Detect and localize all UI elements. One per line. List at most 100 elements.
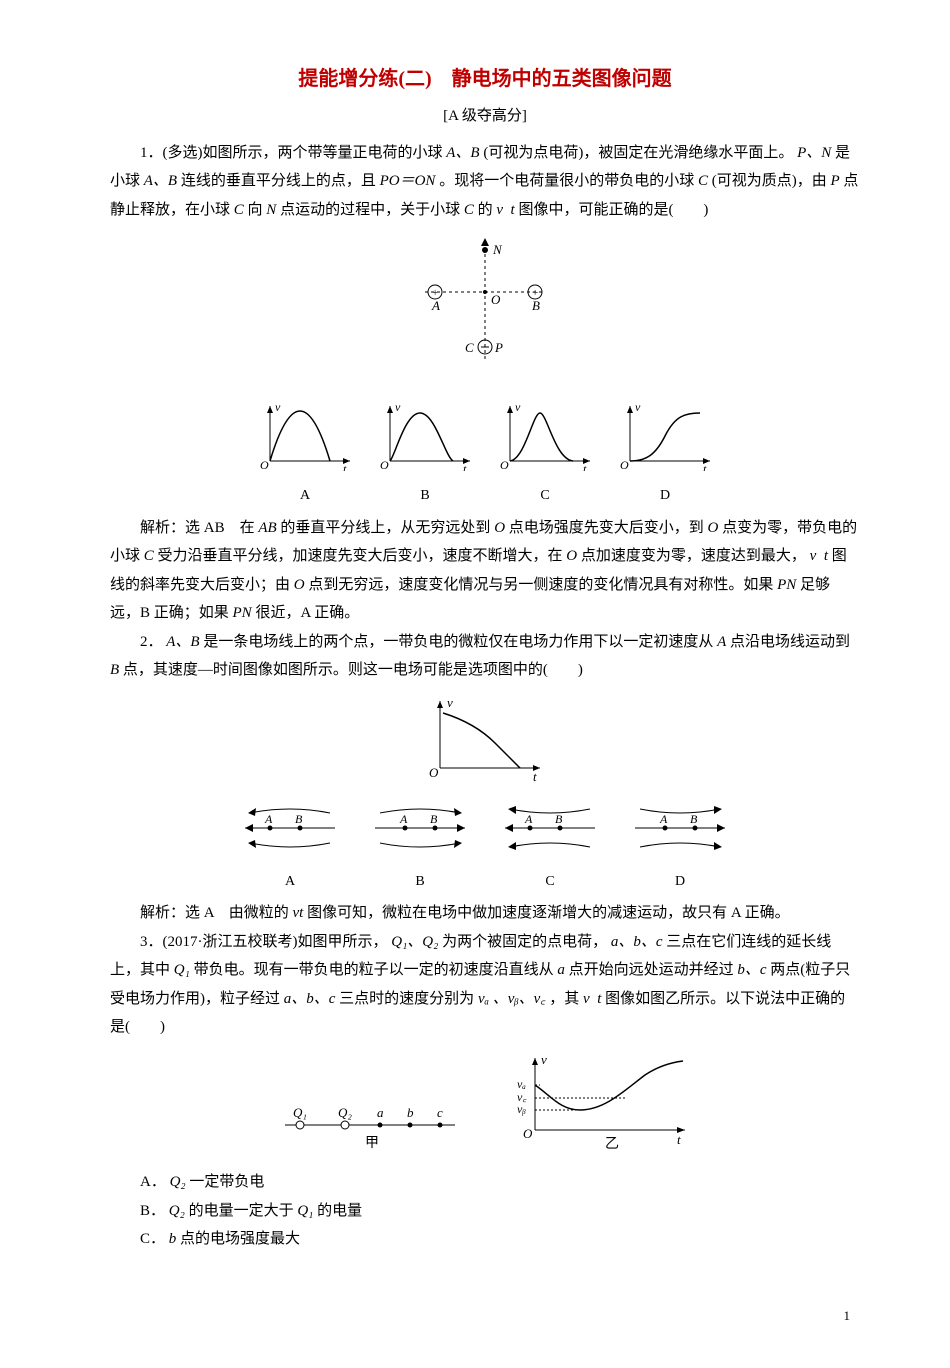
var: O	[708, 520, 719, 536]
opt-label: B	[375, 483, 475, 510]
text: C．	[140, 1231, 165, 1247]
q3-fig-jia: Q₁ Q₂ a b c 甲	[275, 1095, 465, 1161]
var-n: N	[266, 202, 276, 218]
var: v ­ t	[583, 991, 601, 1007]
text: A．	[140, 1174, 166, 1190]
q1-opt-b: O v t B	[375, 401, 475, 510]
var: vₐ 、vᵦ、v꜀	[478, 991, 546, 1007]
var: Q₂	[169, 1203, 185, 1219]
text: 是一条电场线上的两个点，一带负电的微粒仅在电场力作用下以一定初速度从	[203, 634, 713, 650]
q2-opt-c: A B C	[495, 801, 605, 895]
var: C	[144, 548, 154, 564]
level-subtitle: [A 级夺高分]	[110, 102, 860, 131]
q2-stem: 2． A、B 是一条电场线上的两个点，一带负电的微粒仅在电场力作用下以一定初速度…	[110, 628, 860, 685]
text: B．	[140, 1203, 165, 1219]
svg-text:v: v	[541, 1052, 547, 1067]
svg-text:A: A	[264, 812, 273, 826]
field-c: A B	[495, 801, 605, 856]
text: 1．(多选)如图所示，两个带等量正电荷的小球	[140, 145, 443, 161]
text: 带负电。现有一带负电的粒子以一定的初速度沿直线从	[194, 962, 554, 978]
q1-opt-a: O v t A	[255, 401, 355, 510]
page-title: 提能增分练(二) 静电场中的五类图像问题	[110, 60, 860, 98]
var-pn: P、N	[797, 145, 831, 161]
svg-text:O: O	[429, 765, 439, 780]
text: 为两个被固定的点电荷，	[442, 934, 607, 950]
svg-text:O: O	[523, 1126, 533, 1141]
text: 图像可知，微粒在电场中做加速度逐渐增大的减速运动，故只有 A 正确。	[307, 905, 790, 921]
text: 的电量	[317, 1203, 362, 1219]
label-n: N	[492, 242, 503, 257]
q1-figure: N + A + B O C P	[110, 232, 860, 393]
var: O	[566, 548, 577, 564]
q2-vt-graph: O v t	[415, 693, 555, 783]
text: 的垂直平分线上，从无穷远处到	[280, 520, 490, 536]
q2-options: A B A A B B A B	[110, 801, 860, 895]
q2-opt-d: A B D	[625, 801, 735, 895]
text: 解析：选 A 由微粒的	[140, 905, 289, 921]
q2-opt-b: A B B	[365, 801, 475, 895]
text: 受力沿垂直平分线，加速度先变大后变小，速度不断增大，在	[158, 548, 563, 564]
svg-text:c: c	[437, 1105, 443, 1120]
q3-opt-a: A． Q₂ 一定带负电	[110, 1168, 860, 1197]
text: 。现将一个电荷量很小的带负电的小球	[439, 173, 694, 189]
var: Q₁、Q₂	[391, 934, 438, 950]
text: 的	[478, 202, 493, 218]
text: 点到无穷远，速度变化情况与另一侧速度的变化情况具有对称性。如果	[308, 577, 773, 593]
text: (可视为点电荷)，被固定在光滑绝缘水平面上。	[483, 145, 793, 161]
var: A	[717, 634, 726, 650]
text: 点的电场强度最大	[180, 1231, 300, 1247]
svg-text:vₐ: vₐ	[517, 1077, 526, 1091]
text: 图像中，可能正确的是( )	[518, 202, 708, 218]
label-a: A	[431, 298, 440, 313]
text: 解析：选 AB 在	[140, 520, 255, 536]
text: 的电量一定大于	[189, 1203, 294, 1219]
svg-text:A: A	[399, 812, 408, 826]
opt-label: D	[625, 869, 735, 896]
q2-opt-a: A B A	[235, 801, 345, 895]
field-a: A B	[235, 801, 345, 856]
q1-options: O v t A O v t B O v t C	[110, 401, 860, 510]
svg-text:v: v	[515, 401, 521, 414]
var-vt: v ­ t	[496, 202, 514, 218]
var: a	[557, 962, 565, 978]
svg-text:t: t	[703, 462, 707, 471]
q1-diagram: N + A + B O C P	[385, 232, 585, 382]
var-ab: A、B	[446, 145, 479, 161]
text: 点，其速度—时间图像如图所示。则这一电场可能是选项图中的( )	[123, 662, 583, 678]
svg-text:v: v	[275, 401, 281, 414]
var: Q₂	[170, 1174, 186, 1190]
svg-text:t: t	[583, 462, 587, 471]
q2-analysis: 解析：选 A 由微粒的 v­t 图像可知，微粒在电场中做加速度逐渐增大的减速运动…	[110, 899, 860, 928]
opt-label: C	[495, 869, 605, 896]
svg-text:O: O	[500, 458, 509, 471]
text: ，其	[549, 991, 579, 1007]
svg-text:A: A	[659, 812, 668, 826]
graph-a: O v t	[255, 401, 355, 471]
text: 点运动的过程中，关于小球	[280, 202, 460, 218]
svg-text:O: O	[380, 458, 389, 471]
text: 点开始向远处运动并经过	[569, 962, 734, 978]
opt-label: D	[615, 483, 715, 510]
text: 点沿电场线运动到	[730, 634, 850, 650]
svg-text:v: v	[635, 401, 641, 414]
q2-vt-figure: O v t	[110, 693, 860, 794]
q3-fig-yi: vₐ v꜀ vᵦ O v t 乙	[505, 1050, 695, 1161]
q1-opt-c: O v t C	[495, 401, 595, 510]
text: 一定带负电	[189, 1174, 264, 1190]
var: v ­ t	[810, 548, 828, 564]
var: AB	[258, 520, 276, 536]
text: 点加速度变为零，速度达到最大，	[581, 548, 806, 564]
text: (可视为质点)，由	[712, 173, 827, 189]
var: a、b、c	[611, 934, 663, 950]
opt-label: C	[495, 483, 595, 510]
var: O	[494, 520, 505, 536]
svg-text:甲: 甲	[365, 1136, 379, 1150]
text: 3．(2017·浙江五校联考)如图甲所示，	[140, 934, 388, 950]
label-c: C	[465, 340, 474, 355]
label-b: B	[532, 298, 540, 313]
var: a、b、c	[284, 991, 336, 1007]
var: Q₁	[174, 962, 190, 978]
q3-opt-b: B． Q₂ 的电量一定大于 Q₁ 的电量	[110, 1197, 860, 1226]
svg-text:t: t	[463, 462, 467, 471]
svg-text:t: t	[533, 769, 537, 783]
